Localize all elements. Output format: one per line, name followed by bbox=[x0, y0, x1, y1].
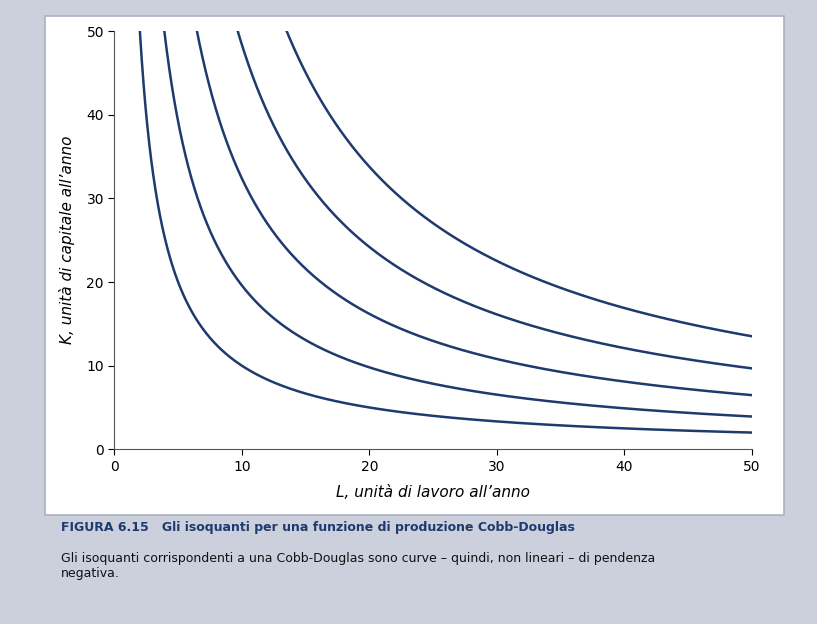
Text: Gli isoquanti corrispondenti a una Cobb-Douglas sono curve – quindi, non lineari: Gli isoquanti corrispondenti a una Cobb-… bbox=[61, 552, 655, 580]
Y-axis label: K, unità di capitale all’anno: K, unità di capitale all’anno bbox=[59, 136, 75, 344]
FancyBboxPatch shape bbox=[45, 16, 784, 515]
X-axis label: L, unità di lavoro all’anno: L, unità di lavoro all’anno bbox=[336, 485, 530, 500]
Text: FIGURA 6.15   Gli isoquanti per una funzione di produzione Cobb-Douglas: FIGURA 6.15 Gli isoquanti per una funzio… bbox=[61, 521, 575, 534]
